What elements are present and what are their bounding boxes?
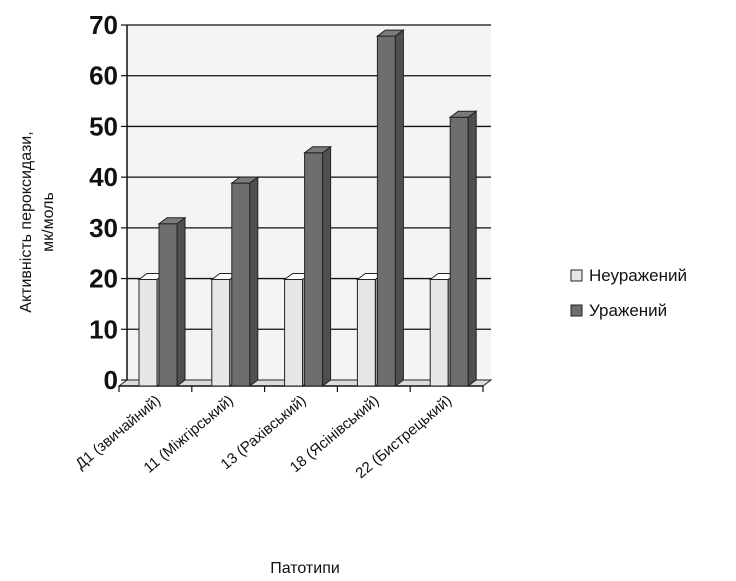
plot-area bbox=[117, 24, 493, 388]
bar-front bbox=[304, 152, 324, 387]
legend-label-unaffected: Неуражений bbox=[589, 266, 687, 285]
bar-side bbox=[176, 216, 186, 387]
y-tick-label: 50 bbox=[89, 111, 118, 141]
y-tick-label: 10 bbox=[89, 314, 118, 344]
bar-front bbox=[356, 279, 376, 387]
y-tick-label: 70 bbox=[89, 10, 118, 40]
bar-front bbox=[231, 182, 251, 387]
x-axis-title: Патотипи bbox=[270, 560, 340, 577]
legend-swatch-affected bbox=[570, 304, 583, 317]
bar-front bbox=[211, 279, 231, 387]
bar-side bbox=[467, 110, 477, 387]
bar-front bbox=[429, 279, 449, 387]
y-axis-title-line1: Активність пероксидази, bbox=[18, 131, 35, 312]
bar-side bbox=[322, 145, 332, 387]
bar-affected bbox=[375, 29, 405, 387]
y-axis-title-line2: мк/моль bbox=[40, 192, 57, 252]
y-tick-label: 0 bbox=[104, 365, 118, 395]
bar-side bbox=[394, 29, 404, 387]
bar-affected bbox=[448, 110, 478, 387]
bar-front bbox=[138, 279, 158, 387]
legend: Неуражений Уражений bbox=[570, 266, 687, 320]
y-tick-label: 30 bbox=[89, 213, 118, 243]
legend-swatch-unaffected bbox=[570, 269, 583, 282]
y-tick-label: 40 bbox=[89, 162, 118, 192]
bar-front bbox=[449, 116, 469, 387]
bar-affected bbox=[230, 176, 260, 388]
legend-label-affected: Уражений bbox=[589, 301, 667, 320]
bar-front bbox=[158, 223, 178, 387]
x-axis-ticks: Д1 (звичайний)11 (Міжгірський)13 (Рахівс… bbox=[72, 386, 484, 482]
y-tick-label: 20 bbox=[89, 264, 118, 294]
y-tick-label: 60 bbox=[89, 61, 118, 91]
bar-front bbox=[376, 35, 396, 387]
bar-affected bbox=[157, 216, 187, 387]
bar-front bbox=[284, 279, 304, 387]
y-axis-ticks: 0 10 20 30 40 50 60 70 bbox=[89, 10, 127, 395]
bar-affected bbox=[303, 145, 333, 387]
bar-side bbox=[249, 176, 259, 388]
